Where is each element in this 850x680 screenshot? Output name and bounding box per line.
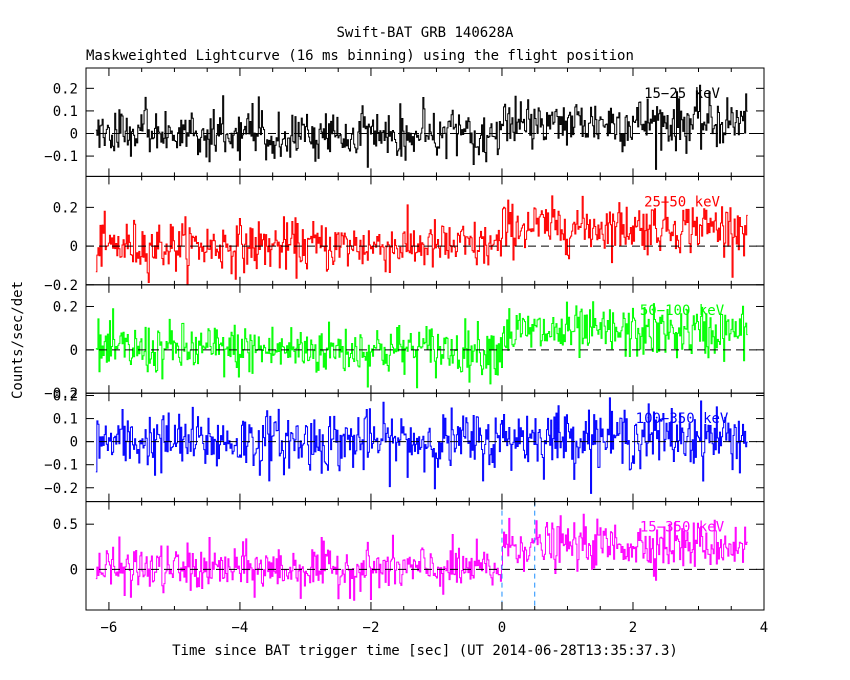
y-tick-label: 0.2	[53, 200, 78, 216]
series-line-4	[95, 397, 748, 494]
chart-panels: −0.100.10.2 15−25 keV−0.200.2 25−50 keV−0.…	[44, 67, 768, 636]
y-tick-label: 0	[70, 435, 78, 451]
panel-5: 0 0.5 15−350 keV	[53, 501, 765, 611]
y-tick-label: 0.2	[53, 299, 78, 315]
y-tick-label: −0.2	[44, 386, 78, 402]
y-tick-label: 0	[70, 343, 78, 359]
series-label-3: 50−100 keV	[640, 303, 725, 319]
series-line-2	[95, 195, 748, 286]
panel-frame-5	[85, 501, 765, 611]
y-tick-label: 0.2	[53, 81, 78, 97]
panel-frame-3	[85, 284, 765, 394]
x-tick-label: 2	[629, 620, 637, 636]
chart-title: Swift-BAT GRB 140628A	[336, 25, 514, 41]
y-tick-label: 0.2	[53, 389, 78, 405]
x-tick-label: −4	[232, 620, 249, 636]
y-tick-label: −0.2	[44, 278, 78, 294]
series-label-2: 25−50 keV	[644, 194, 720, 210]
x-tick-label: 0	[498, 620, 506, 636]
panel-2: −0.2 0 0.2 25−50 keV	[44, 175, 765, 294]
x-tick-label: −6	[100, 620, 117, 636]
y-tick-label: 0.1	[53, 412, 78, 428]
panel-3: −0.2 0 0.2 50−100 keV	[44, 284, 765, 402]
chart-subtitle: Maskweighted Lightcurve (16 ms binning) …	[86, 48, 634, 64]
y-axis-label: Counts/sec/det	[10, 281, 26, 399]
panel-1: −0.1 0 0.1 0.2 15−25 keV	[44, 67, 765, 177]
y-tick-label: −0.1	[44, 149, 78, 165]
series-label-4: 100−350 keV	[636, 411, 729, 427]
y-tick-label: −0.1	[44, 458, 78, 474]
x-tick-label: 4	[760, 620, 768, 636]
series-line-3	[95, 301, 748, 389]
series-label-5: 15−350 keV	[640, 520, 725, 536]
y-tick-label: 0.1	[53, 104, 78, 120]
series-line-1	[95, 84, 748, 170]
y-tick-label: 0	[70, 126, 78, 142]
y-tick-label: 0	[70, 239, 78, 255]
y-tick-label: −0.2	[44, 481, 78, 497]
y-tick-label: 0	[70, 562, 78, 578]
x-tick-label: −2	[363, 620, 380, 636]
panel-4: −0.2 −0.1 0 0.1 0.2 100−350 keV	[44, 389, 765, 503]
x-axis-label: Time since BAT trigger time [sec] (UT 20…	[172, 643, 678, 659]
y-tick-label: 0.5	[53, 517, 78, 533]
series-line-5	[95, 513, 748, 601]
series-label-1: 15−25 keV	[644, 86, 720, 102]
